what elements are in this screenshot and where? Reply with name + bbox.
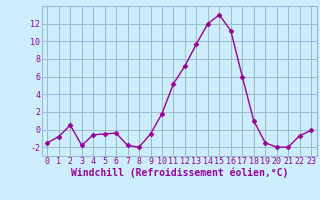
- X-axis label: Windchill (Refroidissement éolien,°C): Windchill (Refroidissement éolien,°C): [70, 168, 288, 178]
